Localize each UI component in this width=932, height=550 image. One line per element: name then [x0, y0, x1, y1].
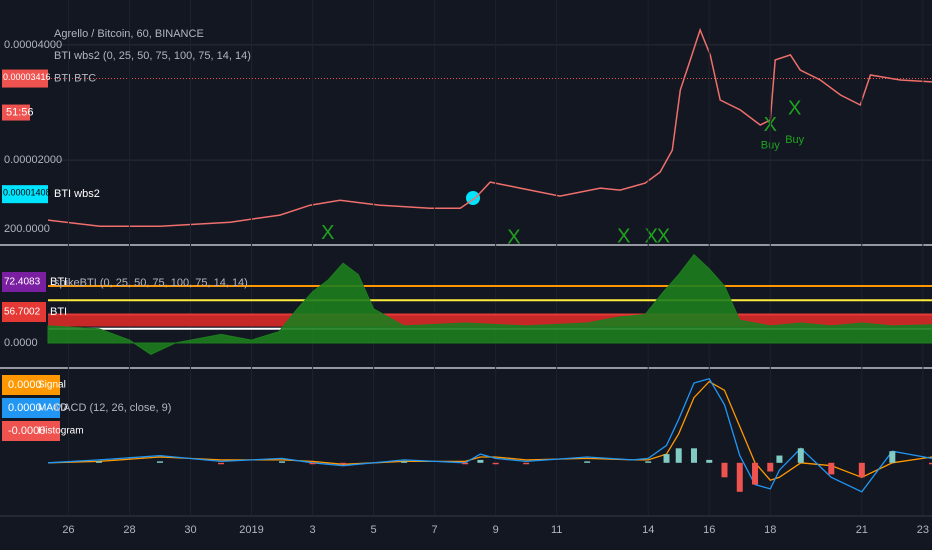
price-label: 0.00003416 [3, 72, 51, 82]
signal-x: X [507, 227, 520, 249]
value-label-name: BTI [50, 306, 67, 318]
legend-value: -0.0000 [8, 425, 45, 437]
histogram-bar [858, 462, 865, 478]
value-label: 72.4083 [4, 277, 41, 288]
x-tick-label: 23 [917, 524, 929, 536]
indicator-title: MACD (12, 26, close, 9) [54, 402, 171, 414]
value-label: 56.7002 [4, 307, 41, 318]
legend-box [2, 421, 60, 441]
x-tick-label: 11 [551, 524, 562, 536]
countdown: 51:56 [6, 106, 34, 118]
histogram-bar [279, 461, 286, 463]
histogram-bar [706, 459, 713, 463]
histogram-bar [776, 455, 783, 463]
indicator-area [47, 253, 932, 355]
histogram-bar [663, 454, 670, 463]
histogram-bar [477, 459, 484, 463]
value-label-box [2, 272, 46, 292]
legend-name: Histogram [38, 426, 84, 437]
histogram-bar [929, 462, 932, 465]
histogram-bar [645, 461, 652, 463]
value-label-box [2, 302, 46, 322]
histogram-bar [492, 462, 499, 465]
x-tick-label: 7 [432, 524, 438, 536]
signal-x: X [657, 226, 670, 248]
x-tick-label: 28 [123, 524, 135, 536]
x-tick-label: 18 [764, 524, 776, 536]
x-tick-label: 21 [856, 524, 868, 536]
countdown-box [2, 104, 30, 121]
x-tick-label: 2019 [239, 524, 263, 536]
histogram-bar [218, 462, 225, 465]
histogram-bar [828, 462, 835, 475]
y-tick-label: 0.0000 [4, 337, 38, 349]
y-tick-label: 0.00004000 [4, 39, 62, 51]
histogram-bar [340, 462, 347, 465]
signal-x: X [788, 98, 801, 120]
y-tick-label: 200.0000 [4, 223, 50, 235]
price-line [47, 27, 932, 227]
x-tick-label: 26 [62, 524, 74, 536]
value-label-name: BTI [50, 276, 67, 288]
indicator-title: BTI wbs2 (0, 25, 50, 75, 100, 75, 14, 14… [54, 50, 251, 62]
histogram-bar [736, 462, 743, 492]
indicator-title: spikeBTI (0, 25, 50, 75, 100, 75, 14, 14… [54, 277, 248, 289]
histogram-bar [889, 451, 896, 463]
price-label-box [2, 69, 48, 88]
histogram-bar [523, 462, 530, 465]
x-tick-label: 30 [184, 524, 196, 536]
price-label-name: BTI wbs2 [54, 188, 100, 200]
legend-value: 0.0000 [8, 402, 42, 414]
legend-name: Signal [38, 380, 66, 391]
legend-name: MACD [38, 403, 67, 414]
histogram-bar [401, 461, 408, 463]
histogram-bar [721, 462, 728, 478]
x-tick-label: 3 [309, 524, 315, 536]
histogram-bar [767, 462, 774, 472]
annotation: Buy [785, 134, 804, 146]
histogram-bar [309, 462, 316, 465]
histogram-bar [690, 448, 697, 463]
histogram-bar [95, 461, 102, 463]
histogram-bar [462, 462, 469, 465]
legend-value: 0.0000 [8, 379, 42, 391]
price-label-name: BTI BTC [54, 72, 96, 84]
legend-box [2, 398, 60, 418]
signal-x: X [321, 222, 334, 244]
chart-title: Agrello / Bitcoin, 60, BINANCE [54, 28, 204, 40]
histogram-bar [752, 462, 759, 485]
x-tick-label: 9 [493, 524, 499, 536]
x-tick-label: 16 [703, 524, 715, 536]
histogram-bar [797, 448, 804, 463]
y-tick-label: 0.00002000 [4, 154, 62, 166]
x-tick-label: 14 [642, 524, 654, 536]
macd-line [47, 377, 932, 493]
x-tick-label: 5 [371, 524, 377, 536]
histogram-bar [584, 461, 591, 463]
price-label-box [2, 185, 48, 204]
signal-x: X [617, 226, 630, 248]
price-label: 0.00001408 [3, 188, 51, 198]
histogram-bar [675, 448, 682, 463]
legend-box [2, 375, 60, 395]
histogram-bar [156, 461, 163, 463]
